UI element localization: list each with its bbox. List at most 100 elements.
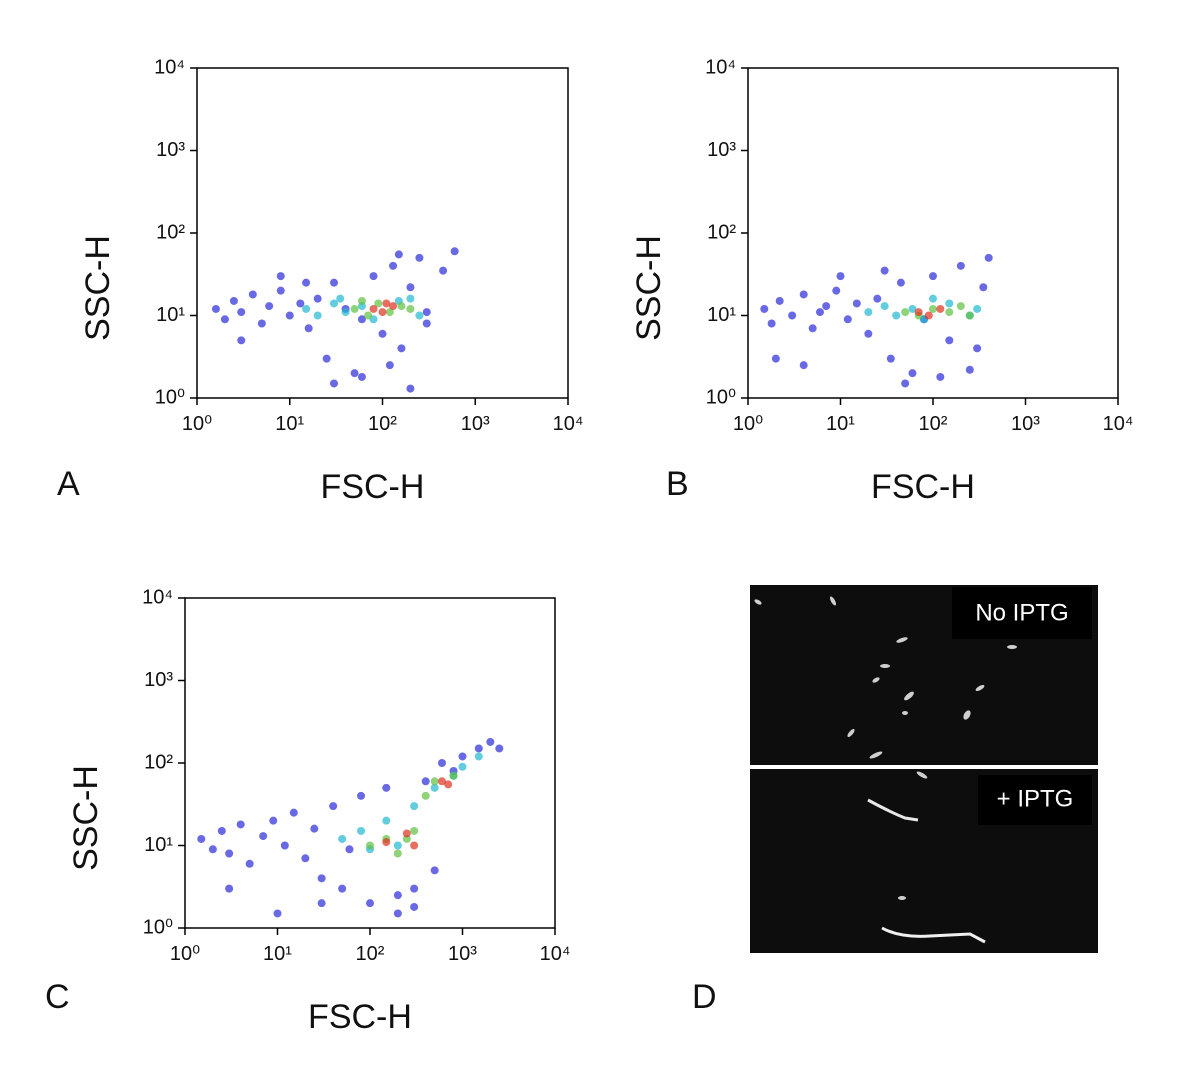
- plot-frame: [196, 67, 569, 399]
- point: [914, 308, 923, 317]
- point: [236, 820, 245, 829]
- point: [273, 909, 282, 918]
- point: [945, 336, 954, 345]
- point: [458, 762, 467, 771]
- point: [382, 783, 391, 792]
- point: [430, 783, 439, 792]
- point: [808, 324, 817, 333]
- point: [415, 311, 424, 320]
- point: [956, 261, 965, 270]
- point: [767, 319, 776, 328]
- point: [257, 319, 266, 328]
- x-tick-label: 10³: [448, 943, 477, 965]
- point: [908, 369, 917, 378]
- point: [775, 296, 784, 305]
- point: [317, 874, 326, 883]
- point: [965, 365, 974, 374]
- point: [338, 884, 347, 893]
- point: [364, 311, 373, 320]
- point: [864, 329, 873, 338]
- point: [369, 304, 378, 313]
- point: [852, 299, 861, 308]
- point: [929, 304, 937, 313]
- point: [350, 369, 359, 378]
- point: [771, 354, 780, 363]
- point: [313, 311, 322, 320]
- point: [208, 845, 217, 854]
- point: [908, 304, 917, 313]
- point: [822, 302, 831, 311]
- point: [901, 379, 910, 388]
- point: [296, 299, 305, 308]
- plot: 10⁰ 10¹ 10² 10³ 10⁴ 10⁰ 10¹ 10² 10³ 10⁴ FSC-H SSC-H…: [45, 586, 570, 1036]
- point: [406, 384, 415, 393]
- point: [276, 286, 285, 295]
- point: [378, 308, 387, 317]
- point: [197, 834, 206, 843]
- microscopy-panel: No IPTG + IPTG D: [692, 585, 1098, 1016]
- x-tick-label: 10⁰: [170, 943, 200, 965]
- point: [322, 354, 331, 363]
- point: [310, 824, 319, 833]
- point: [385, 361, 394, 370]
- point: [393, 849, 402, 858]
- point: [357, 791, 366, 800]
- point: [357, 315, 366, 324]
- point: [973, 344, 982, 353]
- point: [430, 866, 439, 875]
- point: [799, 361, 808, 370]
- y-tick-label: 10⁰: [143, 916, 173, 938]
- point: [317, 899, 326, 908]
- y-tick-label: 10¹: [144, 834, 173, 856]
- condition-label: No IPTG: [975, 599, 1068, 626]
- y-tick-label: 10¹: [707, 304, 736, 326]
- y-axis-label: SSC-H: [67, 765, 105, 871]
- point: [393, 909, 402, 918]
- point: [220, 315, 229, 324]
- panel-letter: D: [692, 978, 717, 1016]
- point: [393, 891, 402, 900]
- y-tick-label: 10⁴: [705, 56, 736, 78]
- x-axis-label: FSC-H: [308, 998, 412, 1036]
- point: [815, 308, 824, 317]
- point: [304, 324, 313, 333]
- point: [760, 304, 769, 313]
- point: [945, 308, 954, 317]
- point: [843, 315, 852, 324]
- point: [444, 780, 453, 789]
- point: [474, 744, 483, 753]
- point: [248, 290, 257, 299]
- point: [345, 845, 354, 854]
- plot: 10⁰ 10¹ 10² 10³ 10⁴ 10⁰ 10¹ 10² 10³ 10⁴ FSC-H SSC-H…: [57, 56, 583, 506]
- panel-letter: A: [57, 465, 80, 503]
- x-tick-label: 10⁴: [540, 943, 571, 965]
- point: [393, 841, 402, 850]
- x-tick-label: 10¹: [263, 943, 292, 965]
- point: [901, 308, 910, 317]
- x-tick-label: 10²: [356, 943, 385, 965]
- point: [245, 859, 254, 868]
- x-tick-label: 10⁴: [1103, 413, 1134, 435]
- point: [936, 372, 945, 381]
- point: [237, 336, 246, 345]
- point: [350, 304, 359, 313]
- point: [421, 777, 430, 786]
- point: [402, 829, 411, 838]
- plot: 10⁰ 10¹ 10² 10³ 10⁴ 10⁰ 10¹ 10² 10³ 10⁴ FSC-H SSC-H…: [630, 56, 1133, 506]
- x-tick-label: 10¹: [275, 413, 304, 435]
- cells: [754, 596, 1017, 900]
- point: [864, 308, 873, 317]
- y-tick-label: 10⁰: [155, 386, 185, 408]
- point: [422, 308, 431, 317]
- x-tick-label: 10³: [1011, 413, 1040, 435]
- point: [965, 311, 974, 320]
- point: [929, 294, 937, 303]
- point: [394, 250, 403, 259]
- point: [430, 777, 439, 786]
- point: [269, 816, 278, 825]
- x-tick-label: 10⁴: [553, 413, 584, 435]
- y-tick-label: 10³: [707, 139, 736, 161]
- point: [924, 311, 933, 320]
- point: [302, 304, 311, 313]
